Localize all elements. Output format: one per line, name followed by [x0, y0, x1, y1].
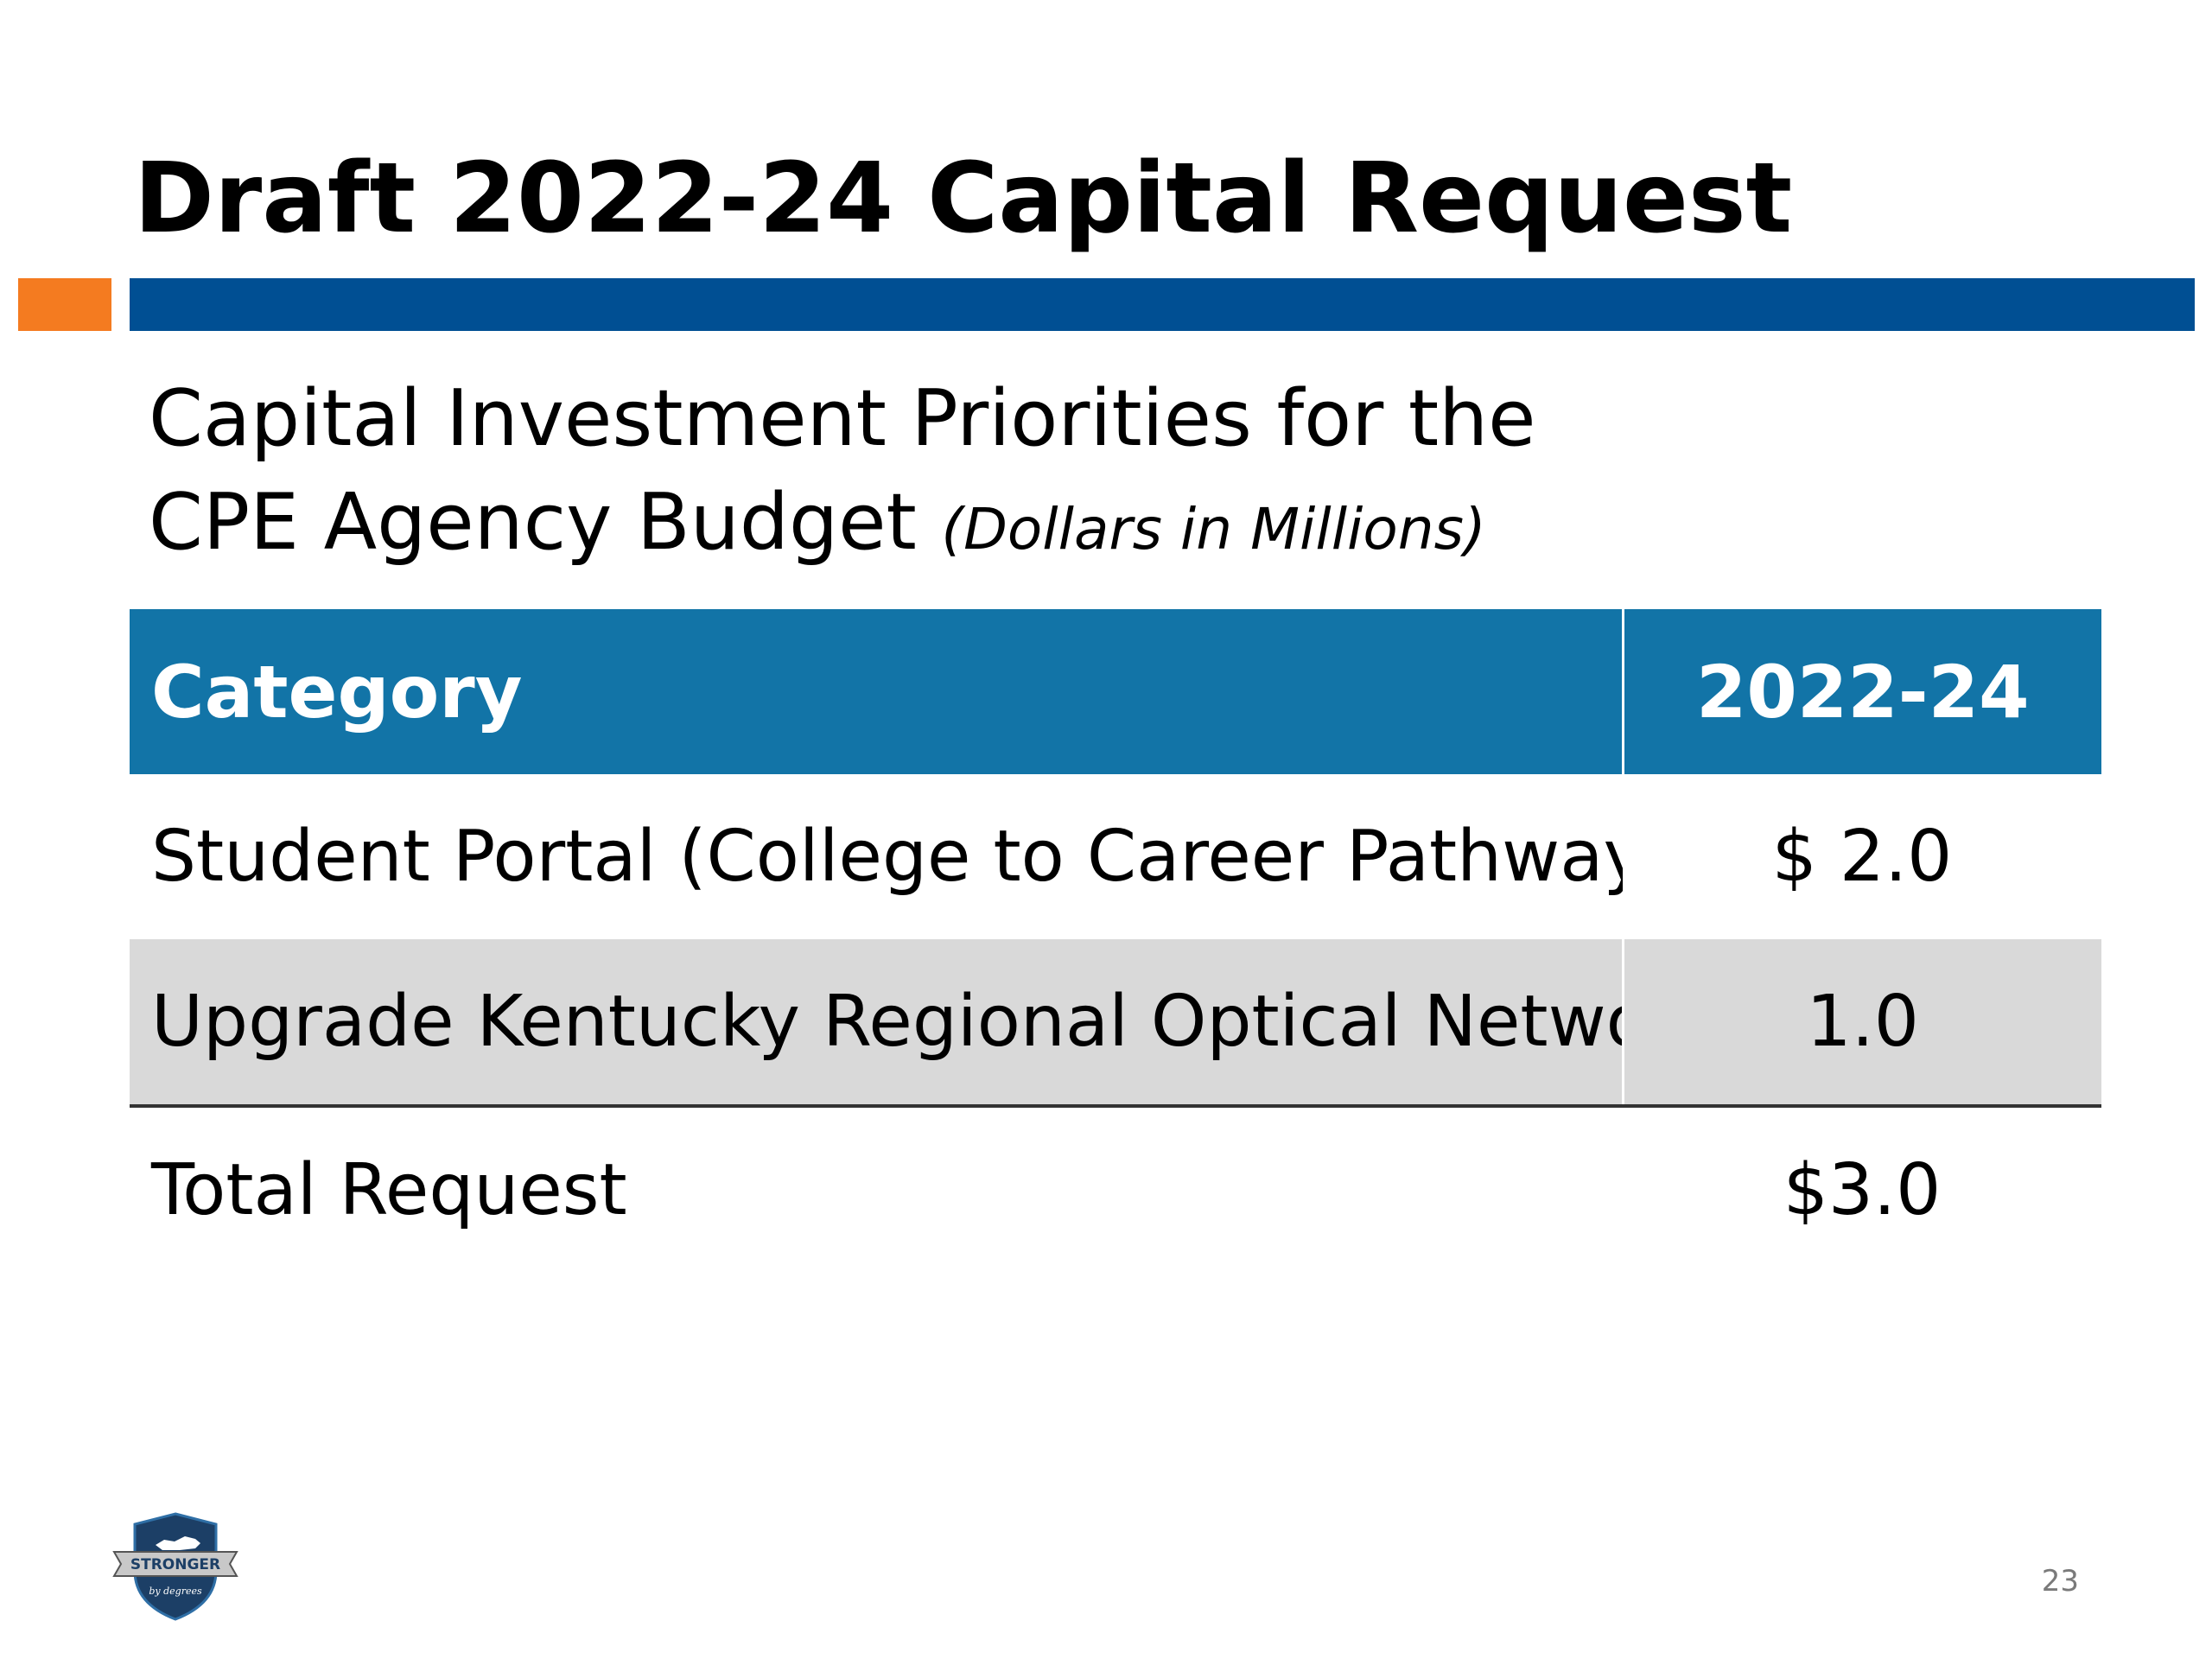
header-category: Category: [130, 609, 1623, 774]
subtitle-line-1: Capital Investment Priorities for the: [149, 373, 1536, 464]
total-label: Total Request: [130, 1104, 1623, 1273]
subtitle-line-2-text: CPE Agency Budget: [149, 477, 917, 568]
title-rule: [130, 278, 2195, 331]
table-row: Upgrade Kentucky Regional Optical Networ…: [130, 939, 2101, 1106]
logo-text-sub: by degrees: [149, 1586, 202, 1597]
header-period: 2022-24: [1621, 609, 2101, 774]
row-amount: 1.0: [1621, 939, 2101, 1106]
page-number: 23: [2041, 1564, 2079, 1599]
subtitle-units: (Dollars in Millions): [941, 496, 1486, 563]
table-header-row: Category 2022-24: [130, 609, 2101, 774]
capital-request-table: Category 2022-24 Student Portal (College…: [130, 609, 2101, 1273]
row-category: Student Portal (College to Career Pathwa…: [151, 816, 1623, 898]
total-row: Total Request $3.0: [130, 1104, 2101, 1273]
stronger-by-degrees-logo: STRONGER by degrees: [111, 1510, 240, 1623]
slide-subtitle: Capital Investment Priorities for the CP…: [149, 367, 1536, 582]
kentucky-shield-icon: STRONGER by degrees: [112, 1512, 238, 1621]
logo-banner: [112, 1551, 238, 1577]
accent-square: [18, 278, 111, 331]
row-amount: $ 2.0: [1771, 816, 1953, 898]
subtitle-line-2: CPE Agency Budget (Dollars in Millions): [149, 471, 1536, 582]
logo-text-main: STRONGER: [130, 1556, 220, 1573]
slide-title: Draft 2022-24 Capital Request: [134, 143, 1793, 255]
table-row: Student Portal (College to Career Pathwa…: [130, 774, 2101, 939]
total-amount: $3.0: [1623, 1104, 2101, 1273]
kentucky-state-shape: [156, 1536, 200, 1550]
row-category: Upgrade Kentucky Regional Optical Networ…: [130, 939, 1623, 1106]
